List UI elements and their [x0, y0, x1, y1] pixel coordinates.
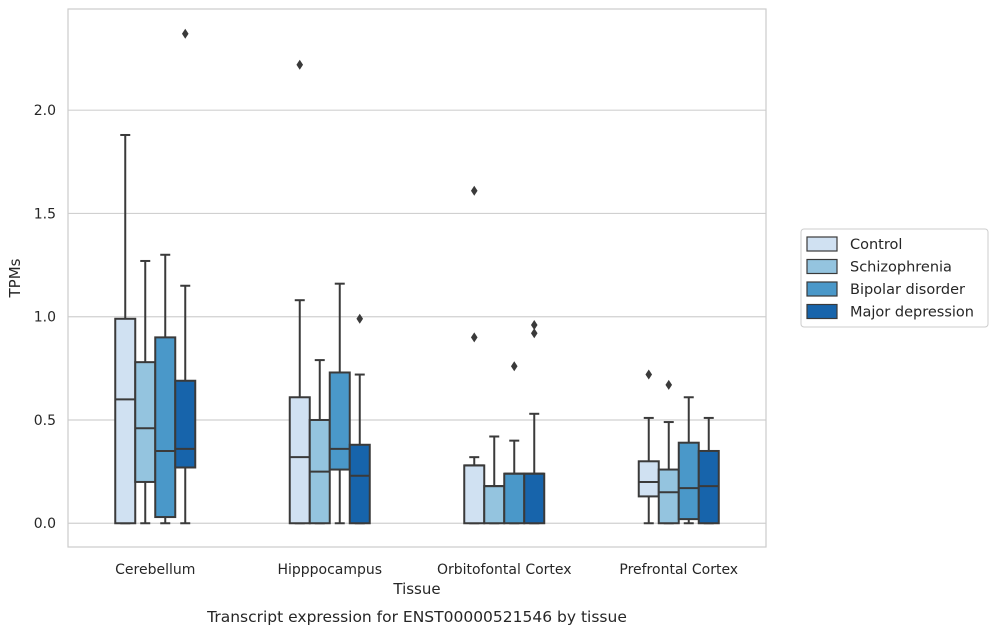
- box: [677, 441, 700, 521]
- box-group: [154, 253, 177, 525]
- legend-frame: [800, 228, 989, 328]
- box: [697, 449, 720, 525]
- x-tick-labels: Cerebellum Hipppocampus Orbitofontal Corte…: [115, 562, 738, 578]
- box: [483, 485, 506, 525]
- outlier-point: [470, 332, 478, 343]
- y-axis-label: TPMs: [6, 258, 24, 298]
- legend-entry-label: Bipolar disorder: [850, 282, 965, 298]
- box: [348, 443, 371, 525]
- outlier-point: [645, 369, 653, 380]
- outlier-point: [530, 328, 538, 339]
- box: [463, 464, 486, 525]
- box: [288, 396, 311, 525]
- x-tick-label: Hipppocampus: [277, 562, 382, 578]
- box-group: [348, 313, 371, 525]
- box: [523, 472, 546, 525]
- chart-caption: Transcript expression for ENST0000052154…: [206, 608, 627, 626]
- y-tick-label: 0.0: [34, 516, 56, 532]
- outlier-point: [296, 59, 304, 70]
- outlier-point: [356, 313, 364, 324]
- box-group: [463, 185, 486, 525]
- box-group: [657, 379, 680, 525]
- outlier-point: [665, 379, 673, 390]
- box-group: [523, 319, 546, 525]
- box-group: [134, 259, 157, 525]
- legend-swatch: [806, 281, 838, 297]
- box-group: [174, 28, 197, 525]
- x-axis-label: Tissue: [392, 580, 440, 598]
- box: [328, 371, 351, 471]
- box-group: [483, 435, 506, 525]
- box-group: [637, 369, 660, 525]
- outlier-point: [530, 319, 538, 330]
- box-group: [308, 359, 331, 525]
- legend: Control Schizophrenia Bipolar disorder Majo…: [800, 228, 989, 328]
- box-group: [288, 59, 311, 525]
- plot-frame: [67, 8, 767, 548]
- box-marks: [114, 28, 720, 525]
- x-tick-label: Prefrontal Cortex: [619, 562, 738, 578]
- x-tick-label: Cerebellum: [115, 562, 195, 578]
- x-tick-label: Orbitofontal Cortex: [437, 562, 572, 578]
- box-group: [328, 282, 351, 525]
- box: [637, 460, 660, 498]
- box: [134, 361, 157, 483]
- legend-swatch: [806, 303, 838, 320]
- legend-entry-label: Major depression: [850, 305, 974, 321]
- box: [154, 336, 177, 519]
- box: [174, 379, 197, 469]
- outlier-point: [470, 185, 478, 196]
- box: [503, 472, 526, 525]
- box-group: [114, 133, 137, 525]
- y-tick-label: 1.0: [34, 310, 56, 326]
- legend-swatch: [806, 258, 838, 275]
- box-group: [697, 416, 720, 525]
- y-tick-label: 1.5: [34, 206, 56, 222]
- y-tick-labels: 0.0 0.5 1.0 1.5 2.0: [34, 103, 56, 532]
- legend-swatch: [806, 236, 838, 252]
- legend-entry-label: Schizophrenia: [850, 260, 952, 276]
- y-tick-label: 0.5: [34, 413, 56, 429]
- box-group: [503, 361, 526, 525]
- outlier-point: [181, 28, 189, 39]
- y-tick-label: 2.0: [34, 103, 56, 119]
- box: [657, 468, 680, 525]
- outlier-point: [510, 361, 518, 372]
- box-group: [677, 396, 700, 525]
- box: [114, 317, 137, 525]
- legend-entry-label: Control: [850, 237, 902, 253]
